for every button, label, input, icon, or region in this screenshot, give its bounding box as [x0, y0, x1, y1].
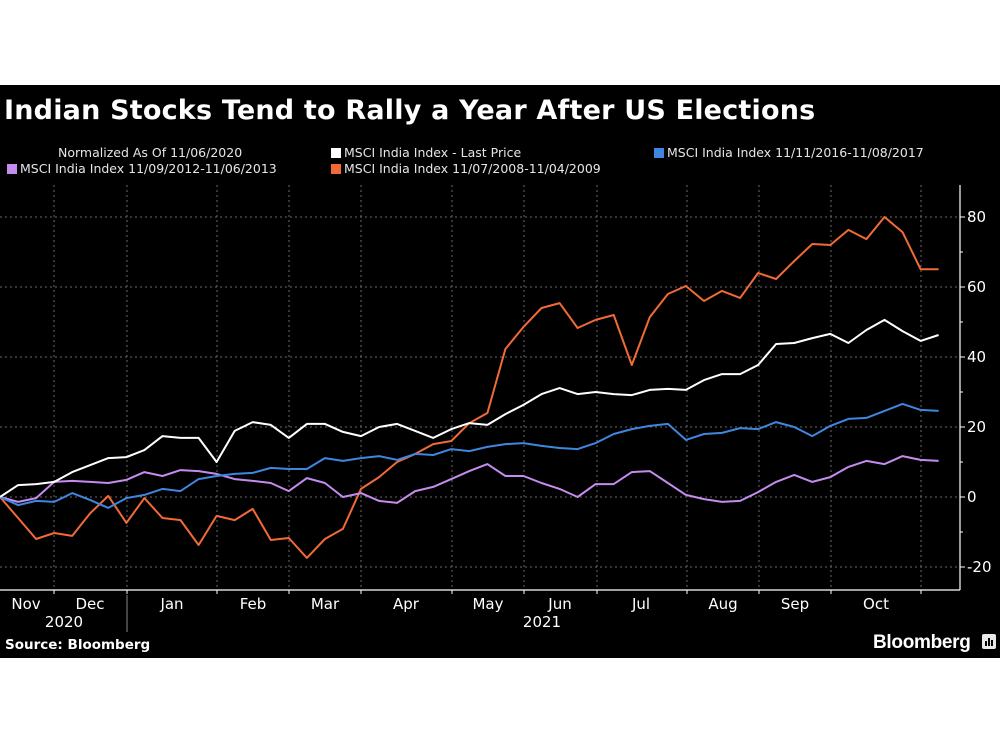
- legend-item-2016: MSCI India Index 11/11/2016-11/08/2017: [654, 145, 924, 160]
- legend-swatch-last-price: [331, 148, 341, 158]
- legend-label-last-price: MSCI India Index - Last Price: [344, 145, 522, 160]
- chart-title: Indian Stocks Tend to Rally a Year After…: [4, 95, 816, 126]
- series-line-2016: [0, 402, 939, 509]
- x-tick-label: Sep: [781, 595, 809, 613]
- legend-item-last-price: MSCI India Index - Last Price: [331, 145, 521, 160]
- legend-item-2008: MSCI India Index 11/07/2008-11/04/2009: [331, 161, 601, 176]
- x-tick-label: Apr: [393, 595, 420, 613]
- x-tick-label: Dec: [75, 595, 104, 613]
- series-line-2012: [0, 455, 939, 504]
- x-tick-label: Aug: [708, 595, 737, 613]
- series-line-2008: [0, 216, 939, 559]
- legend-label-2016: MSCI India Index 11/11/2016-11/08/2017: [667, 145, 924, 160]
- chart-subtitle: Normalized As Of 11/06/2020: [58, 145, 243, 160]
- bloomberg-chart-icon: [982, 634, 996, 649]
- legend-swatch-2012: [7, 164, 17, 174]
- x-tick-label: Mar: [311, 595, 340, 613]
- series-group: [0, 216, 939, 559]
- x-tick-label: Jun: [547, 595, 571, 613]
- y-tick-label: 20: [967, 418, 986, 436]
- x-year-label: 2020: [45, 613, 83, 631]
- y-tick-label: 0: [967, 488, 977, 506]
- y-tick-label: -20: [967, 558, 992, 576]
- y-tick-label: 40: [967, 348, 986, 366]
- x-tick-label: Feb: [240, 595, 267, 613]
- series-line-last-price: [0, 318, 939, 498]
- x-tick-label: Jan: [159, 595, 183, 613]
- x-tick-label: Nov: [11, 595, 40, 613]
- x-tick-label: Oct: [863, 595, 889, 613]
- x-tick-label: May: [472, 595, 503, 613]
- bloomberg-logo: Bloomberg: [873, 632, 971, 653]
- axes: [0, 185, 965, 632]
- axis-labels: -20 0 20 40 60 80 Nov Dec Jan Feb Mar Apr May Jun Jul A…: [11, 208, 991, 631]
- x-tick-label: Jul: [631, 595, 650, 613]
- legend-label-2012: MSCI India Index 11/09/2012-11/06/2013: [20, 161, 277, 176]
- grid: [0, 185, 960, 590]
- legend-item-2012: MSCI India Index 11/09/2012-11/06/2013: [7, 161, 277, 176]
- y-tick-label: 80: [967, 208, 986, 226]
- legend-label-2008: MSCI India Index 11/07/2008-11/04/2009: [344, 161, 601, 176]
- source-note: Source: Bloomberg: [5, 637, 151, 653]
- y-tick-label: 60: [967, 278, 986, 296]
- legend-swatch-2008: [331, 164, 341, 174]
- legend-swatch-2016: [654, 148, 664, 158]
- x-year-label: 2021: [523, 613, 561, 631]
